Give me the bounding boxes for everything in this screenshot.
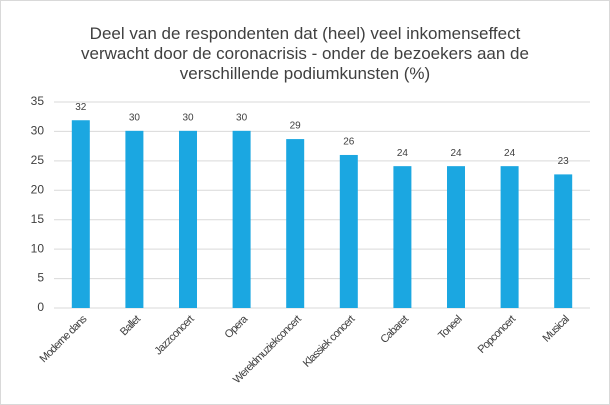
value-label: 29 [290,121,302,132]
value-label: 30 [182,112,194,123]
value-label: 23 [558,156,570,167]
value-label: 24 [397,148,409,159]
chart-title: Deel van de respondenten dat (heel) veel… [81,24,529,83]
value-label: 24 [450,148,462,159]
y-tick-label: 5 [37,271,44,285]
x-tick-label: Cabaret [378,313,411,346]
bar [286,139,305,308]
y-tick-label: 30 [31,124,45,138]
value-label: 30 [129,112,141,123]
y-tick-label: 20 [31,182,45,196]
value-label: 26 [343,137,355,148]
value-label: 30 [236,112,248,123]
y-tick-label: 25 [31,153,45,167]
x-tick-label: Popconcert [476,313,519,356]
y-tick-label: 10 [31,241,45,255]
x-tick-label: Moderne dans [38,313,90,365]
bar [393,166,412,308]
bar [71,120,90,308]
bar [179,130,197,308]
x-tick-label: Musical [540,313,571,344]
bar [500,166,519,308]
value-label: 24 [504,148,516,159]
bar [447,166,465,308]
x-tick-label: Opera [222,313,250,341]
y-tick-label: 35 [31,94,45,108]
x-tick-label: Jazzconcert [152,313,196,357]
x-tick-label: Toneel [436,313,464,341]
y-tick-label: 0 [37,300,44,314]
bar [339,154,358,308]
bar [232,130,251,308]
bar [554,174,573,308]
value-label: 32 [75,102,87,113]
y-tick-label: 15 [31,212,45,226]
x-tick-label: Ballet [118,313,143,338]
x-tick-label: Klassiek concert [301,313,358,370]
bar [125,130,144,308]
